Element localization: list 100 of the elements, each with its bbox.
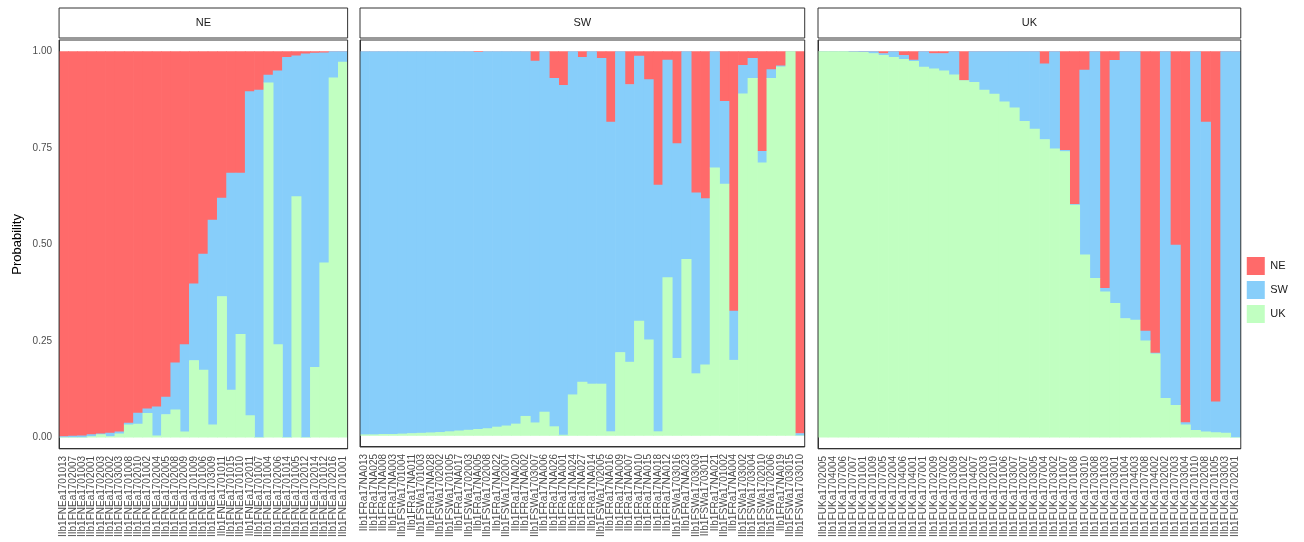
x-tick-label: IIb1FNEa1702011 [243, 455, 255, 537]
x-tick-label: IIb1FUKa1707003 [1169, 455, 1181, 537]
x-tick-label: IIb1FUKa1701006 [997, 455, 1009, 537]
x-tick-label: IIb1FNEa1702012 [299, 455, 311, 537]
x-tick-label: IIb1FUKa1701001 [857, 455, 869, 537]
x-tick-label: IIb1FUKa1703001 [1108, 455, 1120, 537]
x-tick-label: IIb1FSWa1703007 [528, 453, 540, 538]
x-tick-label: IIb1FNEa1701008 [122, 455, 134, 537]
x-tick-label: IIb1FUKa1702001 [1229, 455, 1241, 537]
x-tick-label: IIb1FSWa1701004 [396, 453, 408, 538]
x-tick-label: IIb1FSWa1703011 [699, 453, 711, 537]
y-tick-label: 0.25 [32, 334, 53, 346]
x-tick-label: IIb1FUKa1703003 [1219, 455, 1231, 537]
x-tick-label: IIb1FRa17NA023 [680, 453, 692, 532]
x-tick-label: IIb1FUKa1702004 [887, 455, 899, 537]
x-tick-label: IIb1FNEa1701011 [215, 455, 227, 537]
x-tick-label: IIb1FRa17NA017 [453, 453, 465, 532]
x-tick-label: IIb1FNEa1703009 [206, 455, 218, 537]
x-tick-label: IIb1FRa17NA016 [604, 453, 616, 532]
x-tick-label: IIb1FNEa1701010 [234, 455, 246, 537]
x-tick-label: IIb1FRa17NA027 [576, 453, 588, 532]
x-tick-label: IIb1FRa17NA002 [519, 453, 531, 532]
chart-title: UK [1021, 16, 1038, 29]
x-tick-label: IIb1FSWa1703004 [746, 453, 758, 538]
x-tick-label: IIb1FSWa1703015 [784, 453, 796, 538]
x-tick-label: IIb1FUKa1701009 [867, 455, 879, 537]
x-tick-label: IIb1FUKa1701004 [1118, 455, 1130, 537]
x-tick-label: IIb1FNEa1701012 [318, 455, 330, 537]
x-tick-label: IIb1FUKa1701005 [1209, 455, 1221, 537]
x-tick-label: IIb1FUKa1701007 [1058, 455, 1070, 537]
x-tick-label: IIb1FUKa1707008 [1138, 455, 1150, 537]
x-tick-label: IIb1FUKa1702002 [1159, 455, 1171, 537]
x-tick-label: IIb1FNEa1702001 [85, 455, 97, 537]
x-tick-label: IIb1FUKa1703009 [947, 455, 959, 537]
legend-label: SW [1270, 283, 1289, 296]
x-tick-label: IIb1FRa17NA012 [661, 453, 673, 532]
y-tick-label: 0.75 [32, 141, 53, 153]
x-tick-label: IIb1FNEa1702008 [169, 455, 181, 537]
x-tick-label: IIb1FRa17NA005 [472, 453, 484, 532]
legend-label: UK [1270, 307, 1287, 320]
x-tick-label: IIb1FSWa1703003 [689, 453, 701, 538]
x-tick-label: IIb1FNEa1702004 [150, 455, 162, 537]
x-tick-label: IIb1FRa17NA021 [708, 453, 720, 532]
x-tick-label: IIb1FRa17NA011 [405, 453, 417, 531]
x-tick-label: IIb1FNEa1701007 [252, 455, 264, 537]
x-tick-label: IIb1FUKa1701010 [1189, 455, 1201, 537]
x-tick-label: IIb1FNEa1701015 [225, 455, 237, 537]
x-tick-label: IIb1FRa17NA019 [774, 453, 786, 532]
x-tick-label: IIb1FNEa1701013 [57, 455, 69, 537]
x-tick-label: IIb1FRa17NA020 [509, 453, 521, 532]
x-tick-label: IIb1FSWa1703010 [793, 453, 805, 538]
x-tick-label: IIb1FNEa1702009 [178, 455, 190, 537]
x-tick-label: IIb1FNEa1702002 [104, 455, 116, 537]
x-tick-label: IIb1FUKa1702003 [977, 455, 989, 537]
x-tick-label: IIb1FUKa1701003 [1098, 455, 1110, 537]
x-tick-label: IIb1FUKa1704007 [967, 455, 979, 537]
x-tick-label: IIb1FRa17NA025 [367, 453, 379, 532]
x-tick-label: IIb1FUKa1704002 [1148, 455, 1160, 537]
x-tick-label: IIb1FUKa1704006 [897, 455, 909, 537]
x-tick-label: IIb1FUKa1707001 [917, 455, 929, 537]
x-tick-label: IIb1FUKa1704001 [907, 455, 919, 537]
x-tick-label: IIb1FUKa1701008 [1068, 455, 1080, 537]
x-tick-label: IIb1FNEa1702006 [271, 455, 283, 537]
x-tick-label: IIb1FSWa1701002 [718, 453, 730, 538]
x-tick-label: IIb1FRa17NA024 [566, 453, 578, 532]
x-tick-label: IIb1FUKa1704004 [826, 455, 838, 537]
x-tick-label: IIb1FRa17NA010 [632, 453, 644, 532]
x-tick-label: IIb1FUKa1702010 [987, 455, 999, 537]
x-tick-label: IIb1FUKa1703007 [1008, 455, 1020, 537]
x-tick-label: IIb1FSWa1702006 [765, 453, 777, 538]
chart-title: NE [195, 16, 211, 29]
x-tick-label: IIb1FRa17NA026 [547, 453, 559, 532]
y-axis-title: Probability [9, 213, 25, 275]
x-tick-label: IIb1FUKa1703008 [1088, 455, 1100, 537]
x-tick-label: IIb1FRa17NA015 [642, 453, 654, 532]
y-tick-label: 0.50 [32, 238, 53, 250]
x-tick-label: IIb1FRa17NA001 [557, 453, 569, 532]
x-tick-label: IIb1FNEa1703003 [113, 455, 125, 537]
x-tick-label: IIb1FSWa1702010 [755, 453, 767, 538]
x-tick-label: IIb1FSWa1701003 [415, 453, 427, 538]
x-tick-label: IIb1FUKa1702005 [816, 455, 828, 537]
x-tick-label: IIb1FNEa1702005 [159, 455, 171, 537]
y-tick-label: 1.00 [32, 45, 53, 57]
x-tick-label: IIb1FNEa1701003 [76, 455, 88, 537]
x-tick-label: IIb1FSWa1703002 [736, 453, 748, 538]
x-tick-label: IIb1FRa17NA009 [613, 453, 625, 532]
x-tick-label: IIb1FSWa1702002 [434, 453, 446, 538]
x-tick-label: IIb1FRa17NA018 [651, 453, 663, 532]
y-tick-label: 0.00 [32, 431, 53, 443]
x-tick-label: IIb1FUKa1707005 [877, 455, 889, 537]
x-tick-label: IIb1FSWa1702007 [500, 453, 512, 538]
x-tick-label: IIb1FUKa1703005 [1028, 455, 1040, 537]
x-tick-label: IIb1FUKa1704003 [1128, 455, 1140, 537]
x-tick-label: IIb1FUKa1707004 [1038, 455, 1050, 537]
x-tick-label: IIb1FNEa1701006 [197, 455, 209, 537]
x-tick-label: IIb1FUKa1701002 [957, 455, 969, 537]
x-tick-label: IIb1FSWa1703016 [670, 453, 682, 538]
x-tick-label: IIb1FUKa1703002 [1048, 455, 1060, 537]
legend-label: NE [1270, 259, 1286, 272]
x-tick-label: IIb1FRa17NA028 [424, 453, 436, 532]
